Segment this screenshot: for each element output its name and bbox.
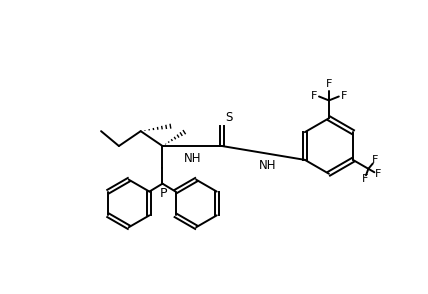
Text: NH: NH (184, 152, 201, 165)
Text: F: F (341, 91, 347, 101)
Text: F: F (326, 78, 332, 88)
Text: NH: NH (259, 159, 276, 172)
Text: F: F (362, 174, 368, 184)
Text: F: F (374, 169, 381, 179)
Text: F: F (372, 156, 378, 166)
Text: P: P (160, 187, 167, 200)
Text: S: S (225, 111, 232, 124)
Text: F: F (311, 91, 317, 101)
